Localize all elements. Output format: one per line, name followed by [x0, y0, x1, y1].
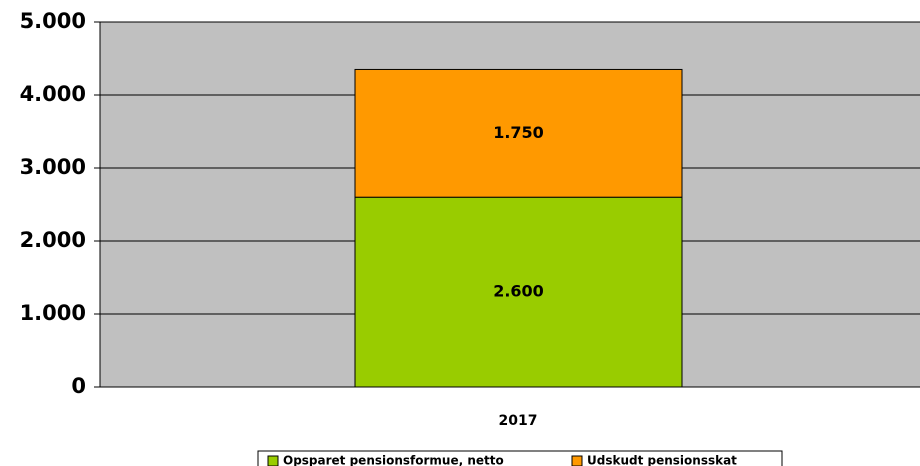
bar-segment: [354, 196, 683, 388]
x-tick-label: 2017: [499, 413, 538, 429]
legend-box: [257, 450, 783, 466]
legend-label: Opsparet pensionsformue, netto: [283, 454, 504, 466]
legend-swatch: [571, 455, 583, 466]
legend-label: Udskudt pensionsskat: [587, 454, 737, 466]
y-tick-label: 4.000: [20, 82, 86, 106]
bar-segment: [354, 68, 683, 198]
y-tick-label: 5.000: [20, 9, 86, 33]
y-tick-label: 3.000: [20, 155, 86, 179]
legend-swatch: [267, 455, 279, 466]
y-tick-label: 2.000: [20, 228, 86, 252]
y-tick-label: 1.000: [20, 301, 86, 325]
y-tick-label: 0: [71, 374, 86, 398]
data-label: 1.750: [493, 123, 544, 142]
data-label: 2.600: [493, 282, 544, 301]
